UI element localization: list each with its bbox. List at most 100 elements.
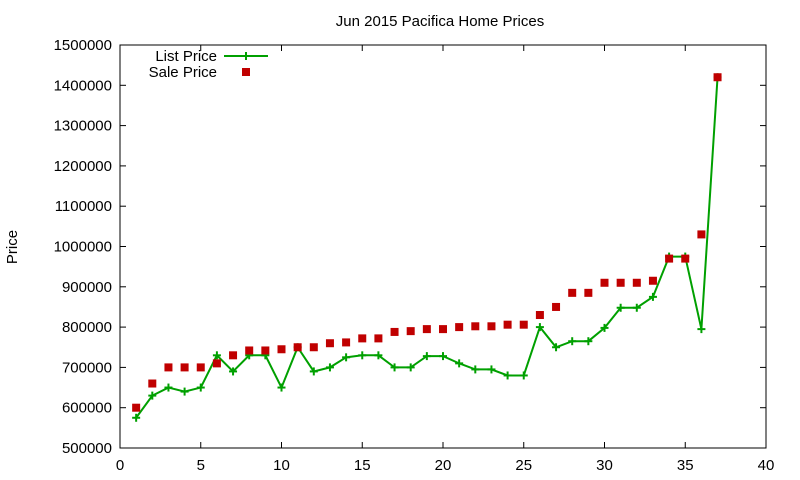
list-price-point [229,367,238,376]
list-price-point [212,351,221,360]
sale-price-point [196,363,205,372]
data-marks [132,73,722,422]
sale-price-point [568,288,577,297]
list-price-point [487,365,496,374]
sale-price-point [455,323,464,332]
sale-price-point [374,334,383,343]
legend-label-list-price: List Price [155,48,217,65]
y-axis-label: Price [4,230,21,264]
sale-price-point [261,346,270,355]
sale-price-point [422,325,431,334]
y-tick-label: 1300000 [54,118,112,135]
chart-title: Jun 2015 Pacifica Home Prices [336,13,544,30]
x-tick-label: 5 [197,457,205,474]
list-price-point [309,367,318,376]
y-tick-label: 1500000 [54,37,112,54]
list-price-point [439,352,447,361]
sale-price-point [277,345,286,354]
list-price-point [325,363,334,372]
list-price-point [519,371,528,380]
sale-price-point [164,363,173,372]
sale-price-point [487,322,496,331]
sale-price-point [342,338,351,347]
list-price-point [600,323,609,332]
y-tick-label: 600000 [62,400,112,417]
sale-price-point [503,320,512,329]
sale-price-point [471,322,480,331]
list-price-point [535,323,544,332]
list-price-point [406,363,415,372]
list-price-point [132,413,141,422]
y-tick-label: 1400000 [54,77,112,94]
x-tick-label: 25 [515,457,532,474]
list-price-point [648,292,657,301]
sale-price-point [713,73,722,82]
sale-price-point [293,343,302,352]
plot-frame [119,44,767,449]
list-price-point [697,325,706,334]
sale-price-point [552,302,561,311]
x-tick-label: 35 [677,457,694,474]
legend-marker-list-price [242,52,250,60]
x-tick-label: 30 [596,457,613,474]
list-price-point [422,352,431,361]
y-tick-label: 800000 [62,319,112,336]
sale-price-point [519,320,528,329]
legend-swatch-sale-price [242,68,250,76]
sale-price-point [358,334,367,343]
list-price-point [471,365,480,374]
list-price-point [358,351,367,360]
list-price-point [503,371,512,380]
sale-price-point [180,363,189,372]
y-tick-label: 1000000 [54,239,112,256]
list-price-point [632,303,641,312]
sale-price-point [616,278,625,287]
axis-ticks: 0 5 10 15 20 25 30 35 40 500000 600000 700000 800000… [54,37,775,474]
sale-price-point [132,403,141,412]
sale-price-point [584,288,593,297]
sale-price-point [681,254,690,263]
list-price-point [390,363,399,372]
x-tick-label: 0 [116,457,124,474]
list-price-point [616,303,625,312]
x-tick-label: 15 [354,457,371,474]
sale-price-point [148,379,157,388]
list-price-point [584,337,593,346]
list-price-point [180,387,189,396]
sale-price-point [390,327,399,336]
y-tick-label: 700000 [62,359,112,376]
legend-label-sale-price: Sale Price [149,64,217,81]
list-price-point [552,343,561,352]
sale-price-point [309,343,318,352]
sale-price-point [229,351,238,360]
sale-price-point [406,327,415,336]
sale-price-point [325,339,334,348]
list-price-point [196,383,205,392]
list-price-point [342,353,351,362]
x-tick-label: 20 [435,457,452,474]
list-price-line [135,77,719,419]
sale-price-point [212,359,221,368]
sale-price-point [439,325,447,334]
sale-price-point [648,276,657,285]
sale-price-point [632,278,641,287]
sale-price-point [600,278,609,287]
list-price-point [374,351,383,360]
y-tick-label: 1100000 [55,198,112,215]
y-tick-label: 500000 [62,440,112,457]
list-price-point [164,383,173,392]
list-price-point [568,337,577,346]
list-price-point [455,359,464,368]
x-tick-label: 10 [273,457,290,474]
sale-price-point [697,230,706,239]
sale-price-point [535,311,544,320]
x-tick-label: 40 [758,457,775,474]
y-tick-label: 1200000 [54,158,112,175]
sale-price-point [245,346,254,355]
y-tick-label: 900000 [62,279,112,296]
list-price-point [277,383,286,392]
list-price-point [148,391,157,400]
sale-price-point [665,254,674,263]
